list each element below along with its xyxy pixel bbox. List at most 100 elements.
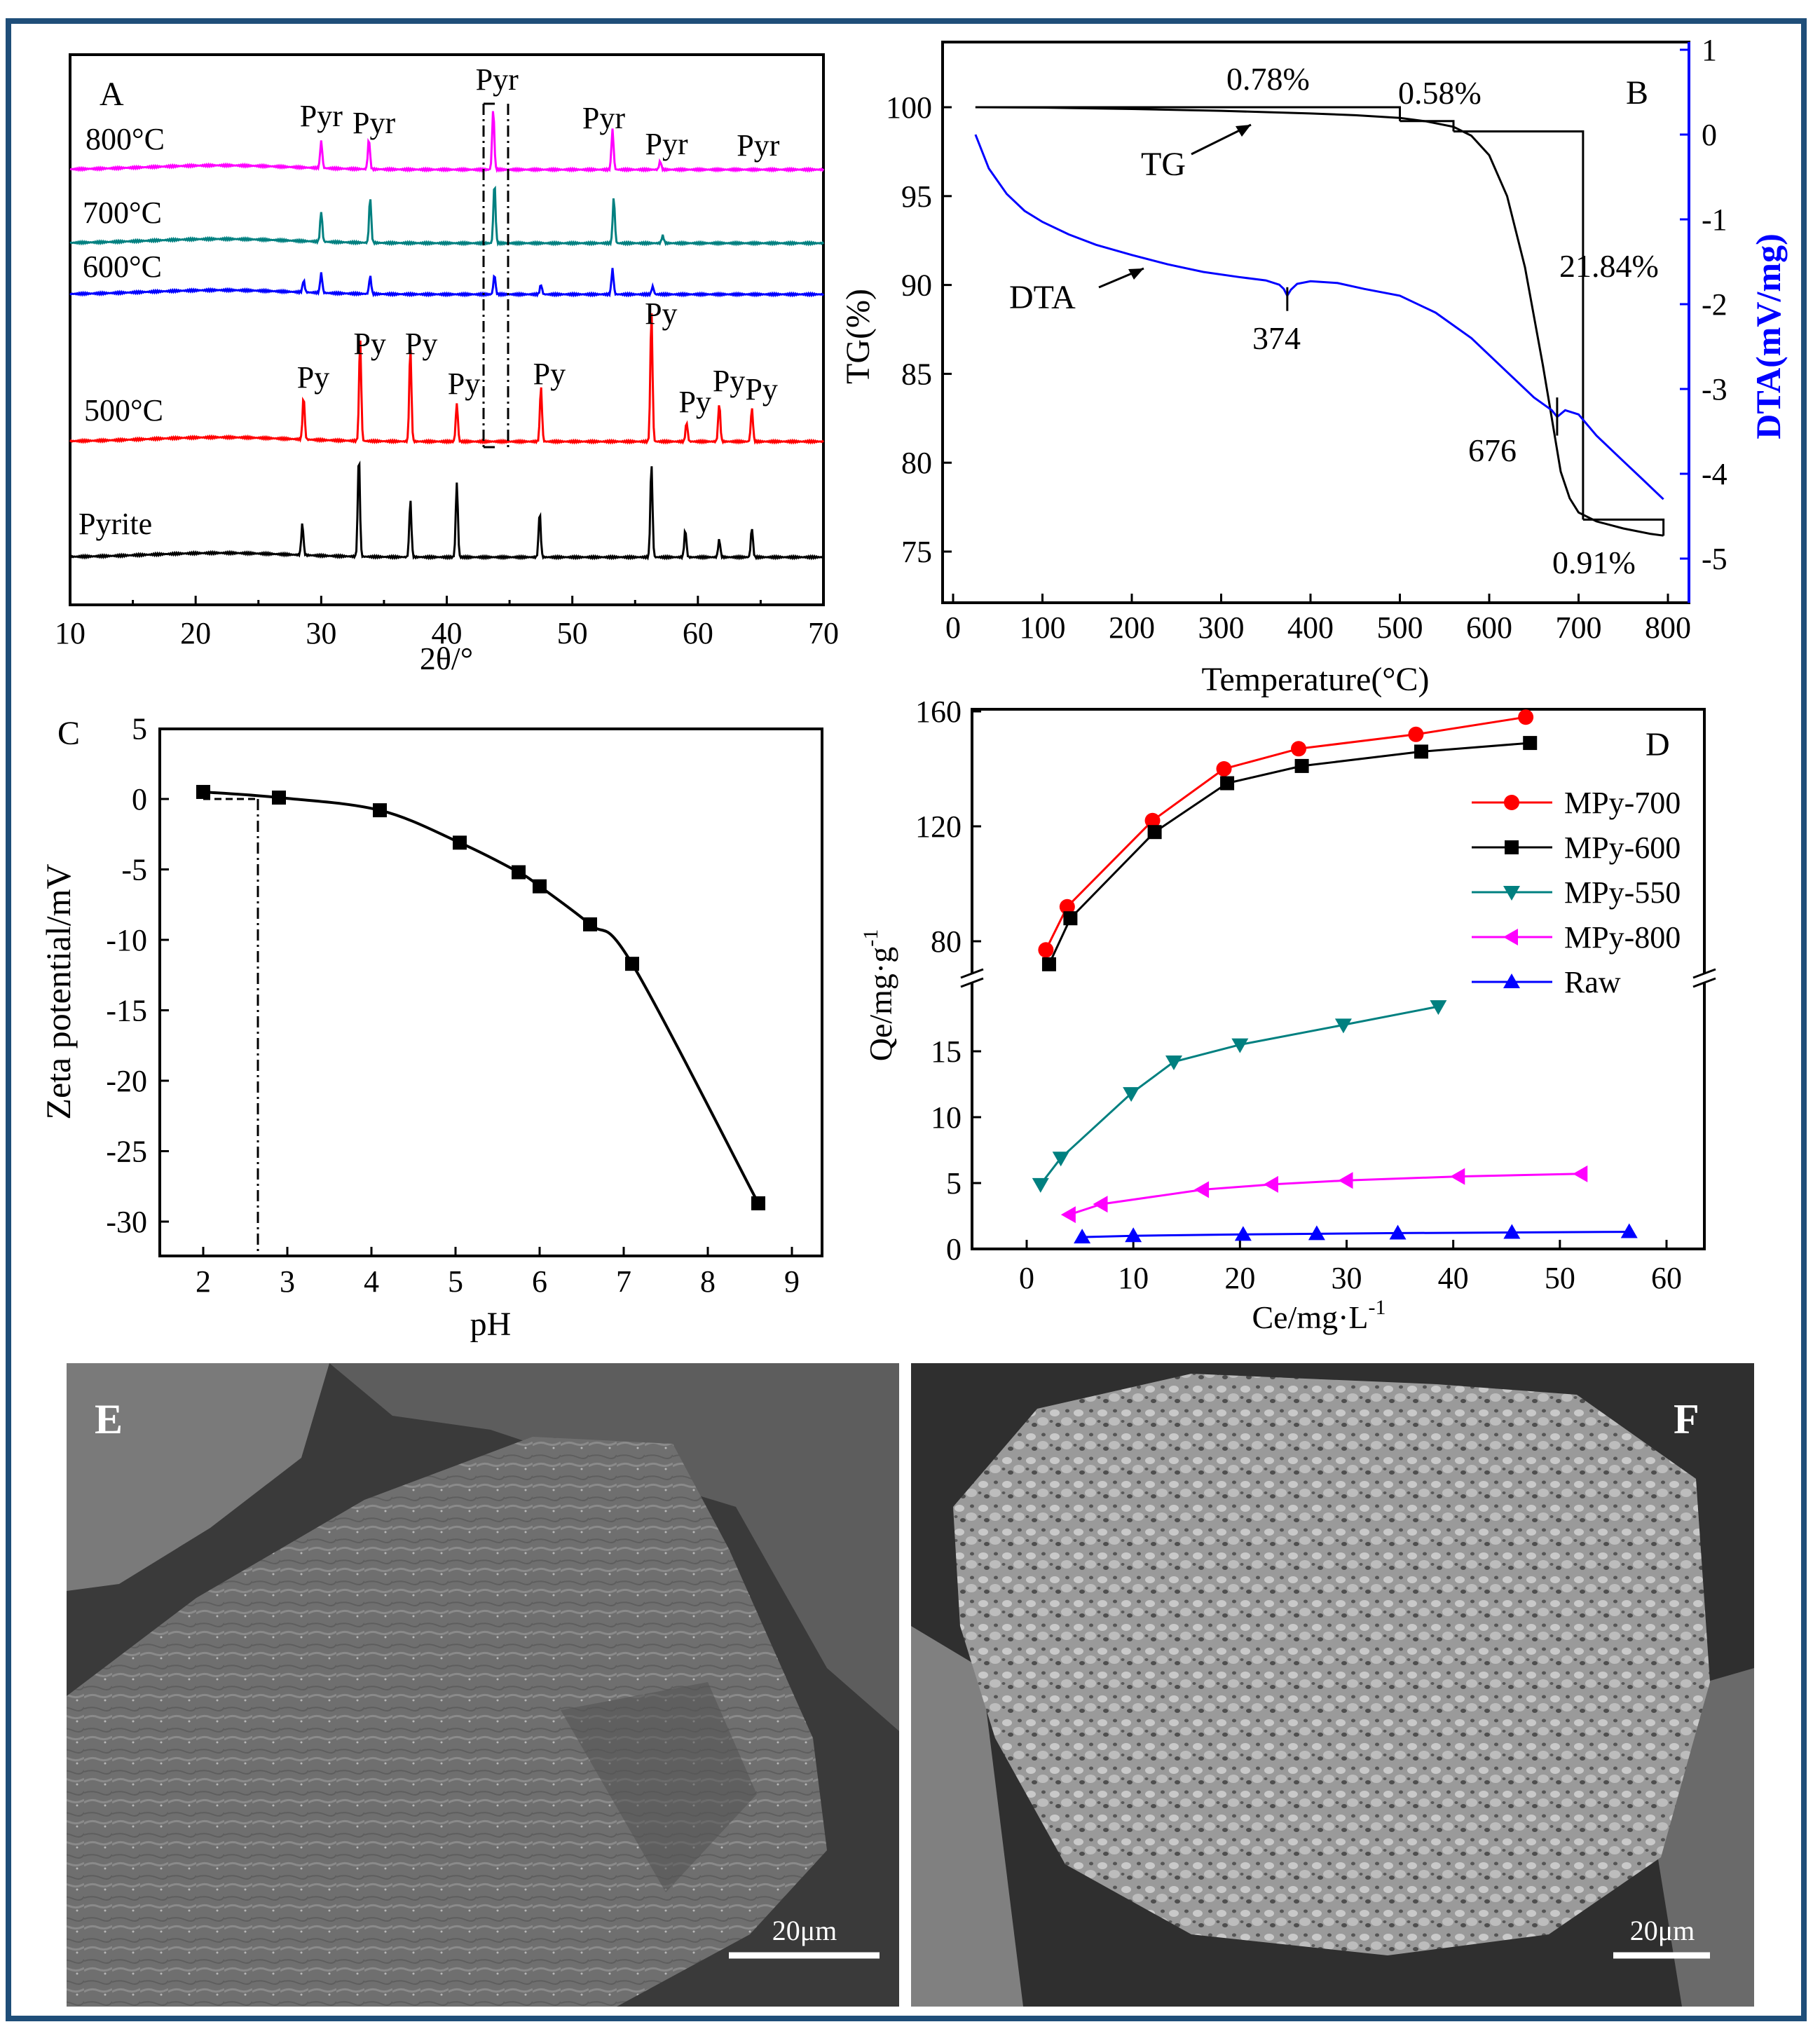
d-ytick-lo-label-0: 0 (946, 1232, 962, 1266)
a-xtick-label-30: 30 (306, 616, 336, 650)
d-point-mpy-550-2 (1052, 1152, 1069, 1167)
panel-c-ylabel: Zeta potential/mV (39, 863, 78, 1119)
a-xtick-label-50: 50 (557, 616, 588, 650)
c-xtick-label-2: 2 (196, 1264, 211, 1299)
figure-frame (6, 18, 1807, 2021)
b-xtick-label-600: 600 (1466, 610, 1512, 645)
panel-d-frame (971, 708, 1706, 1250)
d-point-raw-2 (1125, 1227, 1142, 1243)
d-point-raw-4 (1308, 1225, 1325, 1241)
panel-d-ylabel: Qe/mg·g-1 (859, 929, 898, 1062)
pyr-label-1: Pyr (300, 99, 343, 133)
d-ytick-hi-label-80: 80 (931, 924, 962, 959)
py-label-1: Py (297, 360, 329, 395)
b-xtick-label-200: 200 (1109, 610, 1155, 645)
legend-label-mpy-800: MPy-800 (1564, 920, 1681, 955)
panel-b-xlabel: Temperature(°C) (1201, 661, 1429, 698)
c-ytick-label--10: -10 (106, 923, 147, 957)
sem-e-label: E (95, 1396, 123, 1442)
dta-curve (974, 134, 1664, 500)
py-label-2: Py (353, 327, 385, 361)
c-xtick-label-6: 6 (532, 1264, 547, 1299)
d-break-top-0 (960, 968, 984, 979)
legend-label-mpy-550: MPy-550 (1564, 875, 1681, 910)
series-label-700: 700°C (83, 196, 162, 230)
d-xtick-label-20: 20 (1224, 1261, 1255, 1295)
d-point-mpy-600-7 (1523, 736, 1538, 751)
d-break-top-1 (1692, 968, 1716, 979)
panel-c-ticks: 2 3 4 5 6 7 8 9 5 0 -5 -10 -15 -20 -25 -30 (106, 712, 800, 1299)
panel-c-zeta: 2 3 4 5 6 7 8 9 5 0 -5 -10 -15 -20 -25 -30 C pH Zeta po… (39, 712, 823, 1343)
c-ytick-label-5: 5 (132, 712, 147, 746)
a-xtick-label-20: 20 (180, 616, 211, 650)
panel-d-xlabel-sup: -1 (1369, 1296, 1386, 1319)
py-label-4: Py (448, 367, 480, 401)
b-ytick-label-75: 75 (901, 535, 932, 569)
arrow-tg-head (1236, 125, 1251, 137)
d-ytick-hi-label-160: 160 (915, 695, 962, 729)
annot-676: 676 (1468, 432, 1517, 468)
sem-f-scale-text: 20μm (1630, 1915, 1695, 1946)
tg-step-4 (1582, 518, 1665, 536)
d-point-mpy-550-4 (1165, 1056, 1182, 1071)
d-point-mpy-600-3 (1147, 825, 1162, 840)
panel-c-frame (158, 727, 823, 1257)
arrow-dta-head (1128, 268, 1144, 280)
legend-marker-mpy-700 (1504, 795, 1519, 810)
py-label-3: Py (405, 327, 437, 361)
b-xtick-label-500: 500 (1377, 610, 1423, 645)
pyr-label-3: Pyr (476, 62, 519, 97)
panel-d-xlabel-main: Ce/mg·L (1252, 1299, 1368, 1335)
d-xtick-label-50: 50 (1545, 1261, 1575, 1295)
c-ytick-label-0: 0 (132, 782, 147, 817)
panel-a-xrd: 10 20 30 40 50 60 70 A 2θ/° 800°C 700°C 600°C … (55, 53, 839, 676)
sem-f-particle-main (953, 1374, 1710, 1955)
d-point-mpy-550-6 (1334, 1018, 1352, 1034)
panel-a-series (69, 111, 825, 561)
legend-marker-raw (1503, 973, 1520, 988)
sem-e-particle-main (67, 1437, 827, 2007)
pyr-label-5: Pyr (645, 127, 687, 161)
c-ytick-label--25: -25 (106, 1135, 147, 1169)
d-point-mpy-600-1 (1041, 957, 1056, 971)
a-xtick-label-70: 70 (808, 616, 839, 650)
c-xtick-label-5: 5 (448, 1264, 463, 1299)
panel-b-ylabel: TG(%) (840, 289, 877, 384)
d-point-mpy-700-3 (1144, 812, 1161, 828)
d-ytick-lo-label-10: 10 (931, 1100, 962, 1135)
c-ytick-label--20: -20 (106, 1064, 147, 1098)
b-xtick-label-700: 700 (1556, 610, 1602, 645)
panel-a-bracket (484, 102, 495, 449)
b-y2tick-label--4: -4 (1702, 457, 1727, 491)
panel-a-ticks: 10 20 30 40 50 60 70 (55, 596, 839, 650)
xrd-pattern-2 (69, 185, 825, 247)
sem-e-particle-topright (329, 1363, 899, 1731)
py-label-9: Py (745, 372, 777, 407)
d-point-mpy-700-5 (1291, 741, 1307, 757)
b-y2tick-label-1: 1 (1702, 33, 1717, 67)
zeta-point-1 (196, 784, 210, 799)
panel-d-isotherm: 0 10 20 30 40 50 60 0 5 10 15 80 120 160 MPy-700 MPy-6… (859, 695, 1716, 1335)
zeta-point-4 (453, 835, 467, 850)
b-xtick-label-100: 100 (1020, 610, 1066, 645)
b-ytick-label-95: 95 (901, 179, 932, 214)
sem-e-scale-text: 20μm (772, 1915, 837, 1946)
d-point-mpy-550-3 (1123, 1087, 1140, 1102)
annot-2184: 21.84% (1559, 248, 1659, 284)
panel-d-xlabel: Ce/mg·L-1 (1252, 1296, 1385, 1335)
panel-b-y2label: DTA(mV/mg) (1749, 233, 1788, 439)
b-y2tick-label--3: -3 (1702, 372, 1727, 407)
d-point-mpy-600-6 (1414, 744, 1429, 759)
d-point-mpy-800-1 (1060, 1206, 1076, 1224)
series-label-pyrite: Pyrite (78, 507, 152, 541)
panel-d-legend: MPy-700 MPy-600 MPy-550 MPy-800 Raw (1472, 786, 1681, 999)
legend-label-mpy-600: MPy-600 (1564, 831, 1681, 865)
a-xtick-label-40: 40 (432, 616, 463, 650)
c-xtick-label-8: 8 (700, 1264, 716, 1299)
annot-374: 374 (1252, 320, 1301, 356)
d-xtick-label-40: 40 (1438, 1261, 1469, 1295)
panel-f-sem: F 20μm (911, 1363, 1754, 2007)
d-point-mpy-550-7 (1430, 1000, 1447, 1016)
d-point-raw-7 (1620, 1223, 1638, 1238)
